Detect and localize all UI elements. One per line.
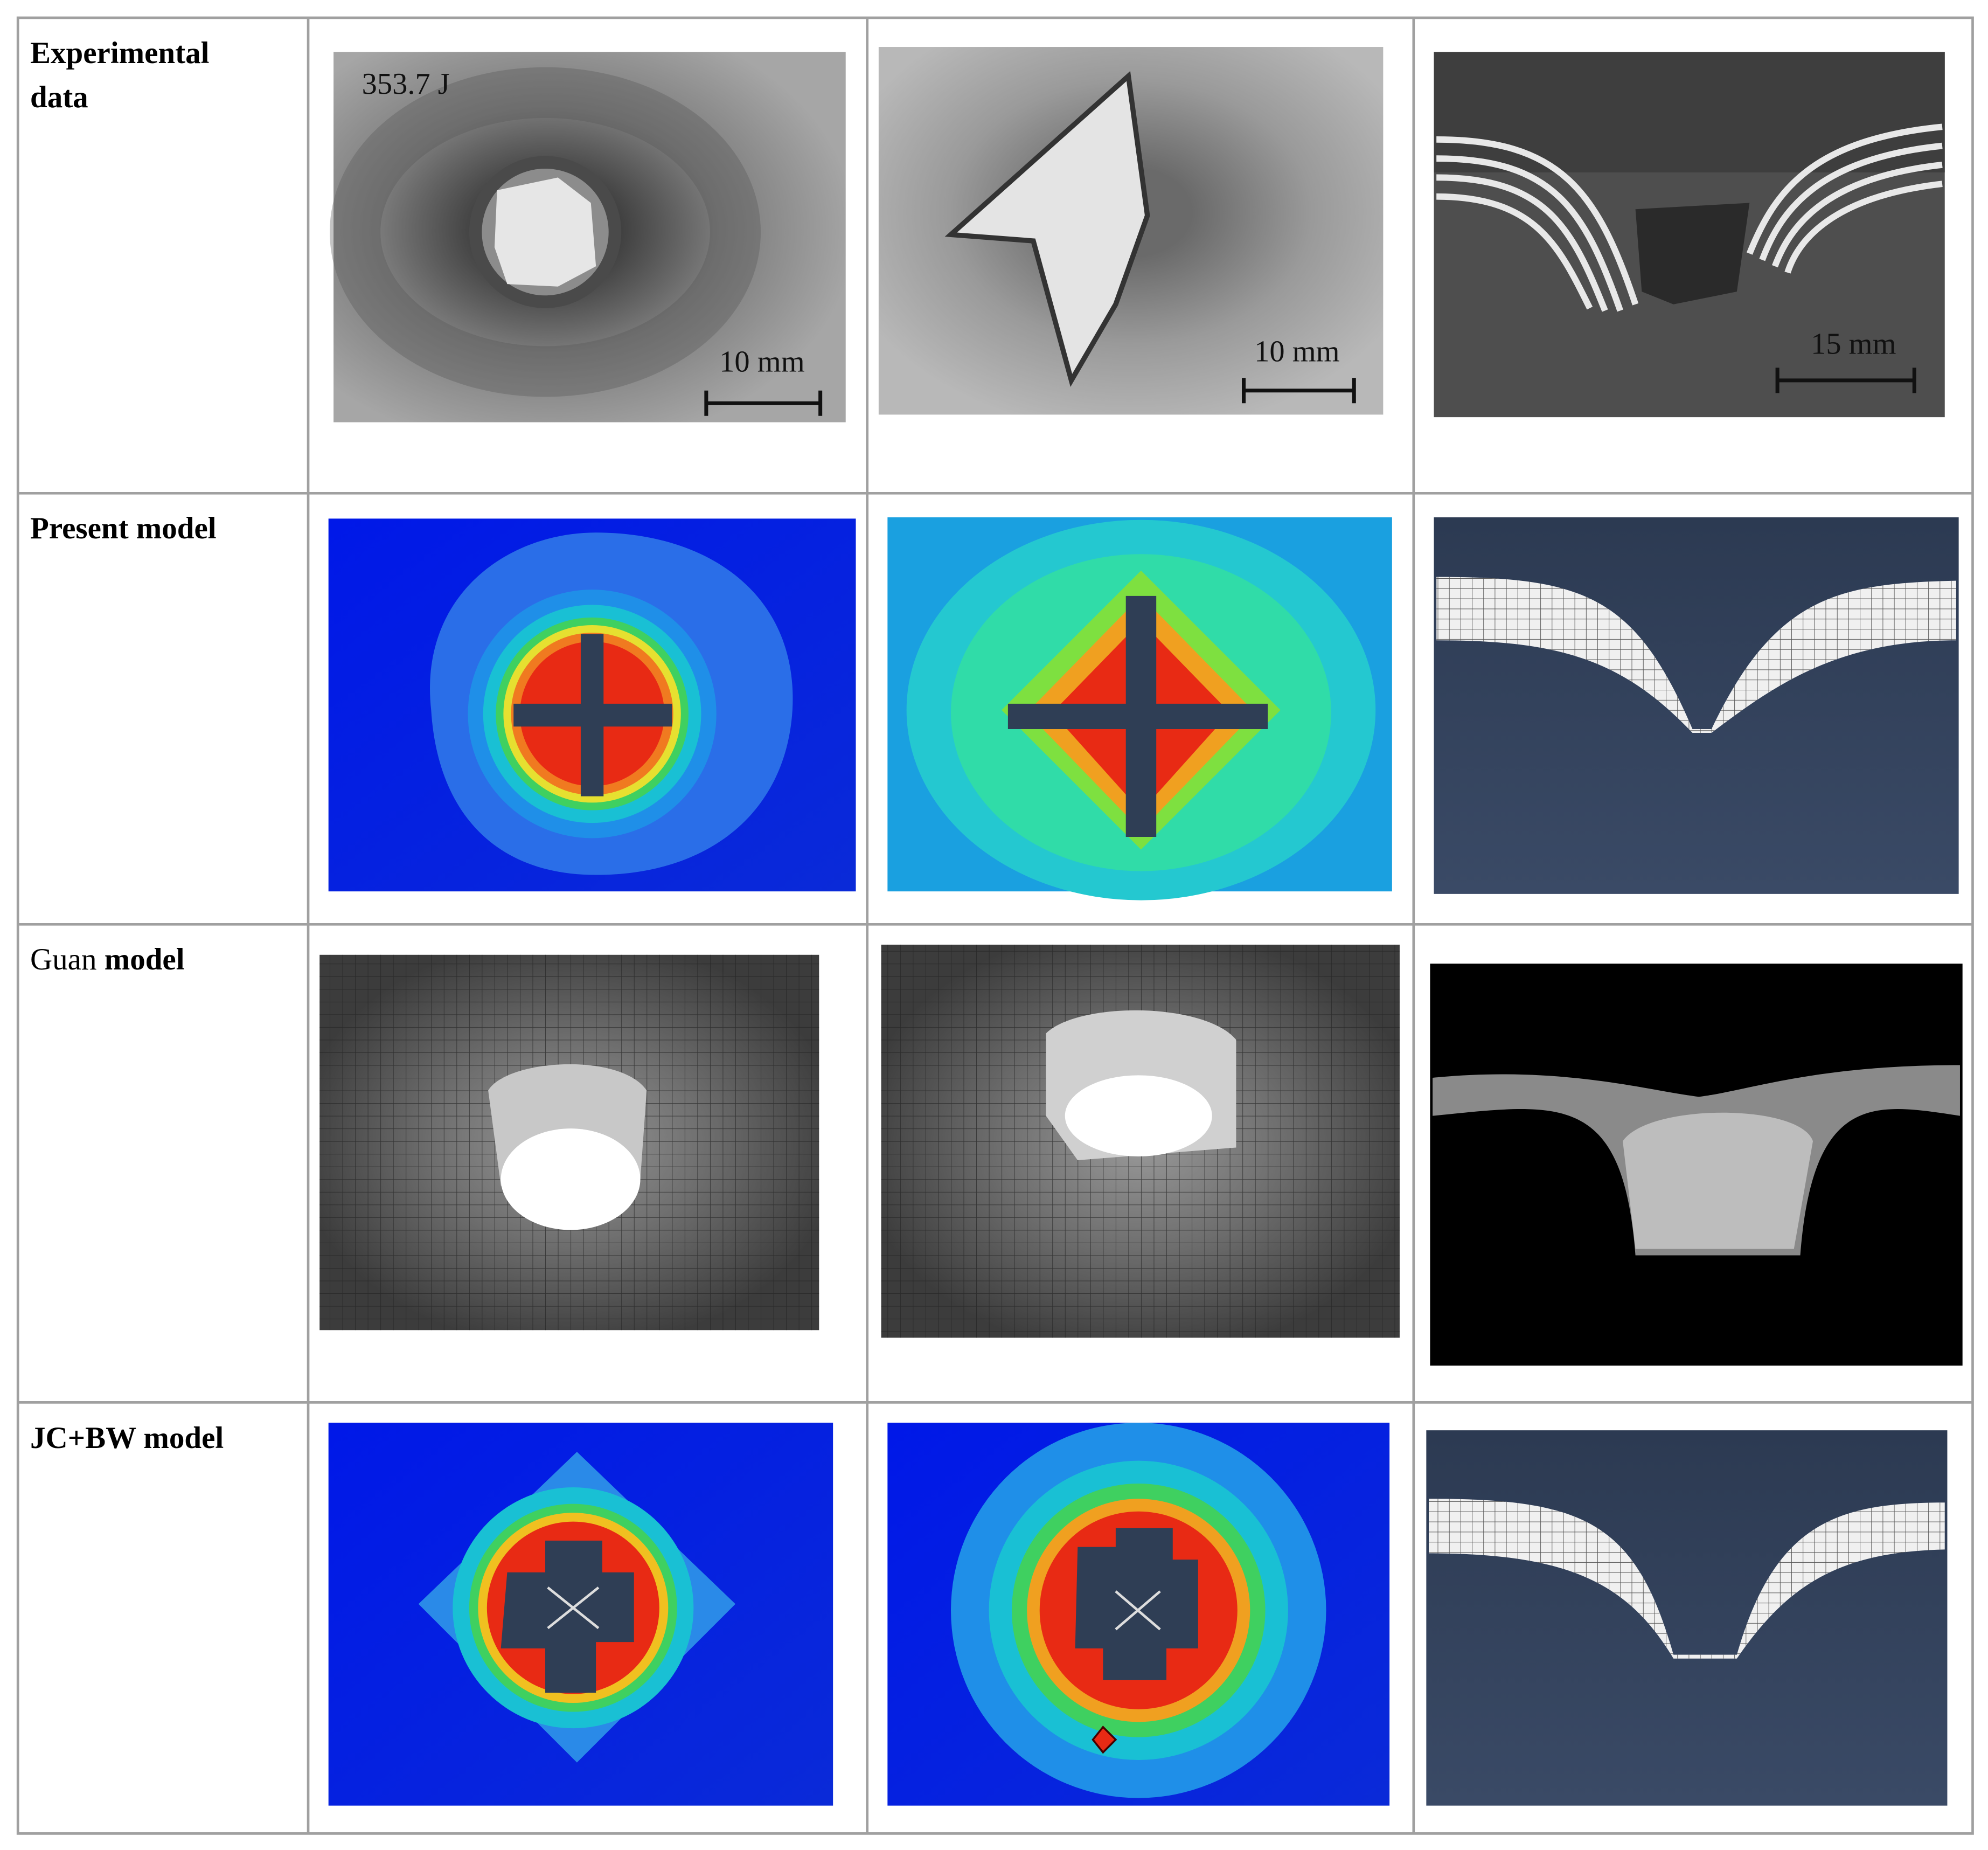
sim-present-3 <box>1434 517 1959 894</box>
sim-jcbw-3 <box>1426 1430 1948 1806</box>
row-label: JC+BW model <box>30 1421 224 1455</box>
row-label: Experimental data <box>30 36 210 114</box>
sim-jcbw-2 <box>887 1423 1390 1806</box>
sim-present-2 <box>887 517 1392 900</box>
row-label-regular: Guan <box>30 943 97 976</box>
scale-label: 15 mm <box>1811 327 1896 361</box>
photo-petal-hole: 10 mm <box>878 47 1384 415</box>
photo-cross-section: 15 mm <box>1434 52 1945 418</box>
table-grid <box>16 16 1974 1835</box>
sim-present-1 <box>328 518 856 892</box>
sim-guan-3 <box>1430 964 1963 1366</box>
row-label: Present model <box>30 511 217 545</box>
scale-label: 10 mm <box>719 345 805 378</box>
row-label-bold: model <box>104 943 185 976</box>
energy-label: 353.7 J <box>362 67 450 101</box>
photo-circular-hole: 353.7 J 10 mm <box>330 52 846 422</box>
sim-guan-1 <box>319 954 819 1331</box>
sim-guan-2 <box>881 944 1400 1338</box>
row-label: Guan model <box>30 938 289 982</box>
sim-jcbw-1 <box>328 1423 833 1806</box>
scale-label: 10 mm <box>1254 335 1340 369</box>
